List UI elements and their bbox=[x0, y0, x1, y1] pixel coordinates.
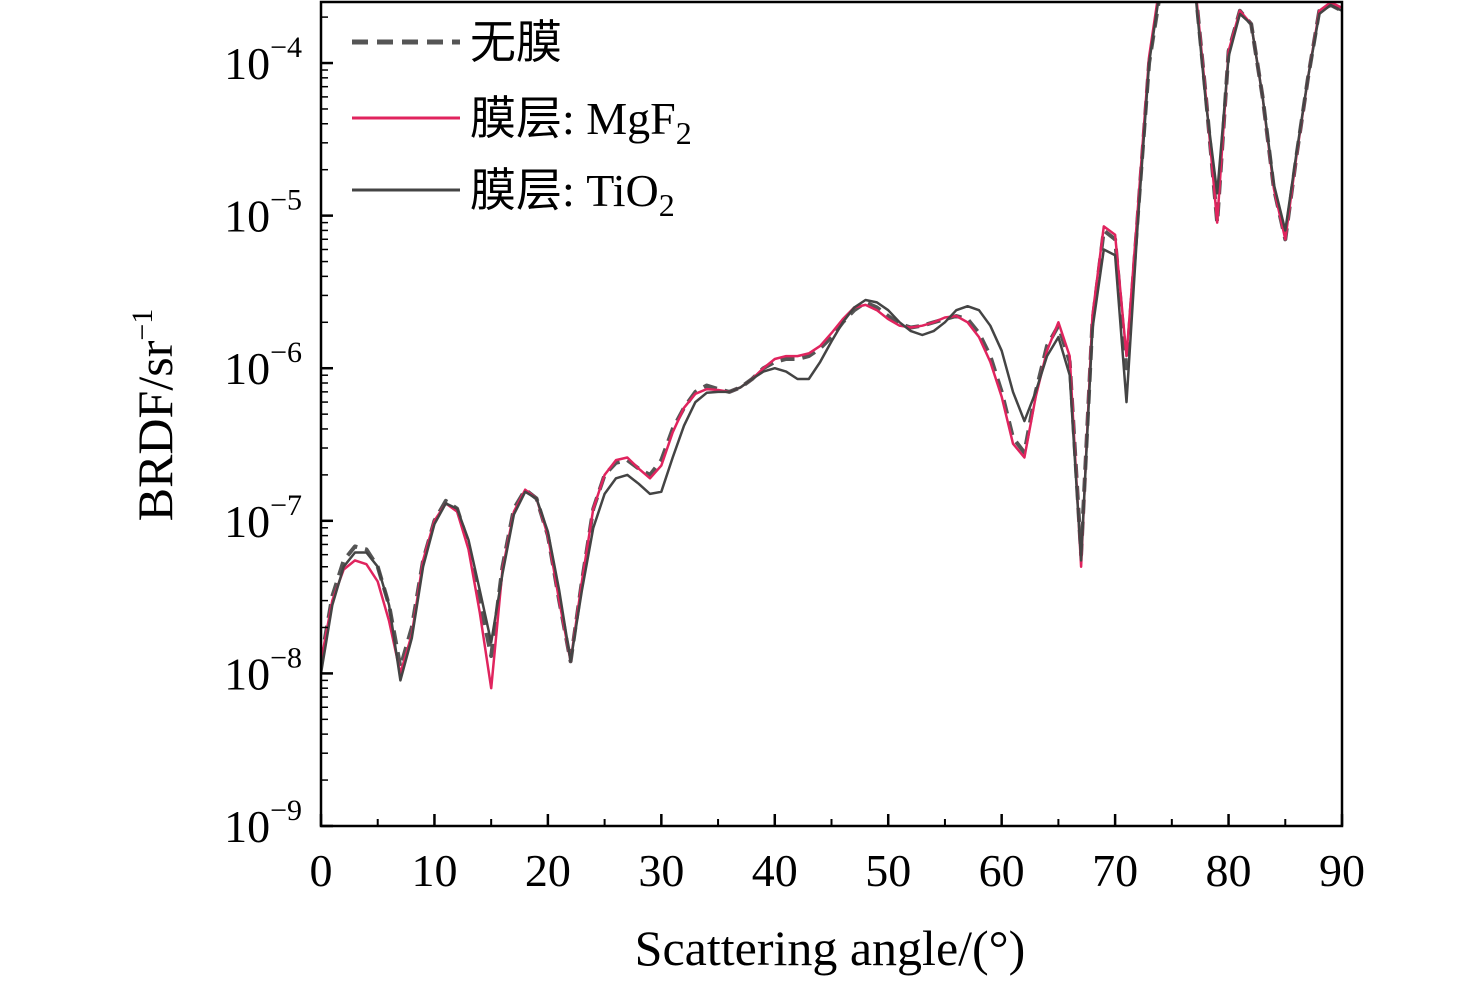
y-tick-base: 10 bbox=[224, 191, 270, 242]
x-tick-label: 70 bbox=[1092, 845, 1138, 896]
legend-label-mgf2: 膜层: MgF2 bbox=[470, 93, 692, 151]
series-line-tio2 bbox=[321, 2, 1342, 682]
y-tick-base: 10 bbox=[224, 801, 270, 852]
y-tick-exp: −7 bbox=[270, 489, 302, 522]
y-axis-title: BRDF/sr−1 bbox=[126, 309, 183, 522]
y-tick-exp: −4 bbox=[270, 31, 302, 64]
y-tick-base: 10 bbox=[224, 648, 270, 699]
y-tick-exp: −5 bbox=[270, 184, 302, 217]
series-line-none bbox=[321, 2, 1342, 670]
x-axis: 0 10 20 30 40 50 60 70 80 90 bbox=[310, 814, 1365, 896]
legend-label-tio2-sub: 2 bbox=[659, 187, 675, 223]
y-tick-label: 10−9 bbox=[224, 794, 302, 852]
x-tick-label: 30 bbox=[638, 845, 684, 896]
y-axis-title-exp: −1 bbox=[126, 309, 159, 341]
x-tick-label: 80 bbox=[1206, 845, 1252, 896]
x-tick-label: 20 bbox=[525, 845, 571, 896]
series-line-mgf2 bbox=[321, 2, 1342, 690]
y-tick-label: 10−5 bbox=[224, 184, 302, 242]
y-axis: 10−910−810−710−610−510−4 bbox=[224, 16, 333, 852]
x-tick-label: 50 bbox=[865, 845, 911, 896]
legend-label-tio2: 膜层: TiO2 bbox=[470, 165, 675, 223]
x-tick-label: 10 bbox=[411, 845, 457, 896]
x-tick-label: 0 bbox=[310, 845, 333, 896]
y-tick-exp: −9 bbox=[270, 794, 302, 827]
x-tick-label: 40 bbox=[752, 845, 798, 896]
x-axis-title: Scattering angle/(°) bbox=[635, 920, 1026, 976]
x-tick-label: 60 bbox=[979, 845, 1025, 896]
y-tick-exp: −6 bbox=[270, 336, 302, 369]
y-tick-label: 10−8 bbox=[224, 641, 302, 699]
y-tick-base: 10 bbox=[224, 496, 270, 547]
y-axis-title-base: BRDF/sr bbox=[127, 340, 183, 521]
legend-label-none: 无膜 bbox=[470, 17, 562, 68]
legend-label-mgf2-main: 膜层: MgF bbox=[470, 93, 676, 144]
y-tick-base: 10 bbox=[224, 38, 270, 89]
y-tick-label: 10−4 bbox=[224, 31, 302, 89]
x-tick-label: 90 bbox=[1319, 845, 1365, 896]
y-tick-label: 10−6 bbox=[224, 336, 302, 394]
y-tick-label: 10−7 bbox=[224, 489, 302, 547]
legend-label-tio2-main: 膜层: TiO bbox=[470, 165, 659, 216]
legend-label-mgf2-sub: 2 bbox=[676, 115, 692, 151]
y-tick-base: 10 bbox=[224, 343, 270, 394]
y-tick-exp: −8 bbox=[270, 641, 302, 674]
series-layer bbox=[321, 2, 1342, 690]
legend: 无膜 膜层: MgF2 膜层: TiO2 bbox=[352, 17, 692, 223]
